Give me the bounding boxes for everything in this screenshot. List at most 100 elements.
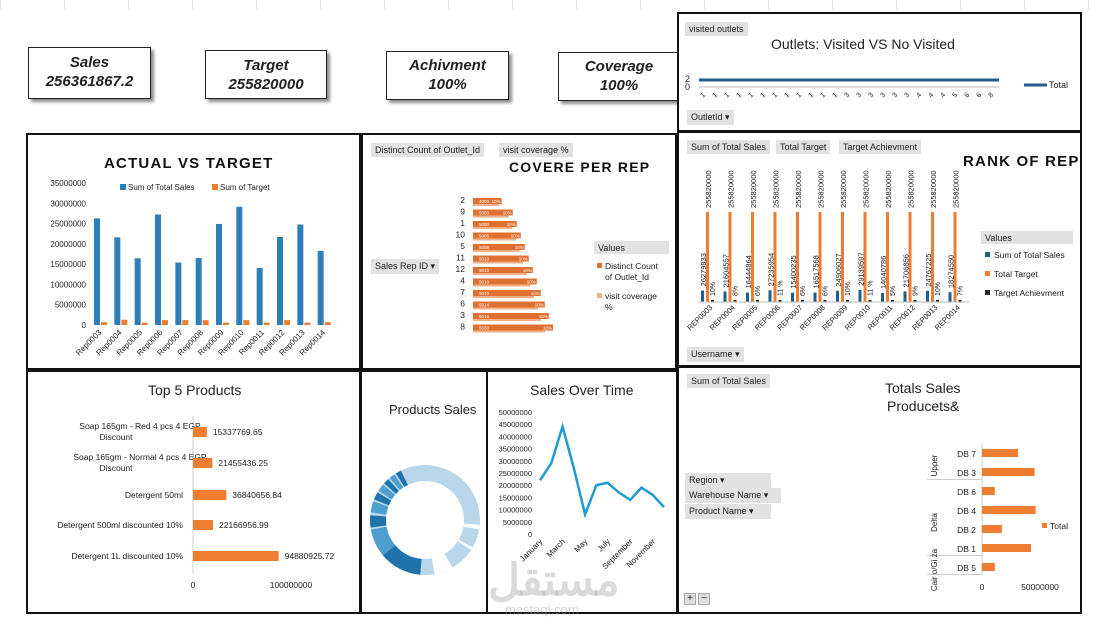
expand-button[interactable]: + [684, 593, 696, 605]
outlets-legend-label: Total [1049, 80, 1068, 90]
outlets-xtick: 4 [939, 92, 947, 100]
top5-value-label: 15337769.65 [213, 427, 263, 437]
kpi-achivment-value: 100% [428, 76, 467, 93]
ts-category: DB 1 [957, 544, 976, 554]
ror-target-label: 255820000 [704, 170, 713, 208]
rank-sales-chip[interactable]: Sum of Total Sales [687, 140, 770, 154]
cpr-count-bar [473, 232, 521, 239]
ror-legend-target: Total Target [994, 269, 1038, 279]
products-sales-title: Products Sales [389, 402, 477, 417]
ror-sales-bar [746, 292, 749, 302]
avt-ytick: 35000000 [50, 179, 86, 188]
cpr-count-bar [473, 324, 553, 331]
totals-sales-panel: Sum of Total Sales Totals Sales Producet… [677, 366, 1082, 614]
product-name-filter[interactable]: Product Name [685, 504, 771, 519]
ror-target-label: 255820000 [907, 170, 916, 208]
cpr-legend-count-swatch [597, 263, 602, 268]
totals-sum-chip[interactable]: Sum of Total Sales [687, 374, 770, 388]
warehouse-name-filter[interactable]: Warehouse Name [685, 488, 781, 503]
top5-bar [193, 458, 213, 468]
top5-bar [193, 520, 214, 530]
cpr-coverage-bar [473, 238, 516, 241]
ror-sales-bar [723, 291, 727, 302]
cpr-count-bar [473, 313, 549, 319]
top5-category: Soap 165gm - Normal 4 pcs 4 EGP [73, 452, 207, 462]
ror-target-bar [931, 212, 934, 302]
donut-slice [370, 501, 389, 515]
avt-sales-bar [114, 237, 121, 325]
cpr-count-label: 5000 [479, 211, 490, 216]
outletid-filter[interactable]: OutletId [687, 110, 734, 125]
visit-coverage-chip[interactable]: visit coverage % [499, 143, 573, 157]
kpi-sales-value: 256361867.2 [45, 73, 134, 90]
distinct-count-chip[interactable]: Distinct Count of Outlet_Id [371, 143, 485, 157]
rank-achievment-chip[interactable]: Target Achievment [839, 140, 922, 154]
totals-sales-chart: DB 7 DB 3 Upper DB 6 DB 4 DB 2 DB 1 Delta DB 5 Ca… [927, 444, 1068, 592]
sot-ytick: 20000000 [499, 481, 532, 490]
avt-target-bar [243, 320, 250, 325]
ror-target-label: 255820000 [817, 170, 826, 208]
cpr-coverage-label: 10% [543, 326, 552, 331]
outlets-xtick: 5 [951, 92, 959, 100]
ror-sales-label: 16517568 [812, 255, 821, 288]
ts-category: DB 2 [957, 525, 976, 535]
outlets-panel: visited outlets Outlets: Visited VS No V… [677, 12, 1082, 132]
kpi-achivment: Achivment 100% [386, 51, 509, 100]
ror-sales-bar [858, 289, 862, 302]
avt-sales-bar [155, 214, 161, 325]
collapse-button[interactable]: − [698, 593, 710, 605]
ror-target-label: 255820000 [749, 170, 758, 208]
cpr-count-label: 5005 [479, 234, 490, 239]
expand-collapse[interactable]: + − [684, 593, 712, 605]
donut-slice [395, 470, 408, 487]
cpr-coverage-label: 10% [531, 291, 540, 296]
sales-over-time-panel: Sales Over Time 50000000 45000000 40000000… [486, 370, 678, 614]
ror-sales-label: 27235954 [767, 253, 776, 286]
outlets-xtick: 1 [759, 92, 767, 100]
cpr-ytick: 4 [460, 276, 465, 286]
ror-legend-title-bg [981, 231, 1073, 244]
avt-sales-bar [216, 223, 222, 325]
cpr-coverage-bar [473, 319, 542, 321]
cpr-legend-count: Distinct Count of Outlet_Id [605, 261, 659, 282]
avt-sales-bar [94, 218, 100, 325]
sot-ytick: 10000000 [499, 506, 532, 515]
avt-target-bar [263, 322, 270, 325]
top5-category: Soap 165gm - Red 4 pcs 4 EGP [79, 421, 201, 431]
ts-bar [982, 525, 1002, 533]
ror-target-label: 255820000 [727, 170, 736, 208]
ror-ach-label: 6% [823, 286, 830, 296]
ror-sales-label: 24906027 [834, 253, 843, 286]
ts-legend-swatch [1042, 523, 1047, 528]
donut-slice [370, 526, 396, 556]
ror-ach-bar [801, 300, 804, 302]
ror-sales-bar [948, 292, 952, 302]
rank-of-rep-chart: 2627983325582000010%REP00032160455725582… [685, 170, 1073, 332]
username-filter[interactable]: Username [687, 347, 744, 362]
cpr-coverage-label: 10% [527, 280, 536, 285]
ts-category: DB 5 [957, 563, 976, 573]
ror-ach-bar [756, 300, 759, 302]
donut-slice [374, 492, 392, 506]
cpr-ytick: 1 [460, 218, 465, 228]
sot-xtick: May [572, 537, 589, 554]
ror-sales-bar [768, 290, 772, 302]
top5-value-label: 36840656.84 [232, 490, 282, 500]
ror-sales-bar [926, 290, 929, 302]
ts-bar [982, 506, 1036, 514]
ror-legend-title: Values [985, 233, 1012, 243]
ts-group-label: Upper [930, 454, 939, 476]
avt-ytick: 0 [82, 321, 87, 330]
visited-outlets-chip[interactable]: visited outlets [685, 22, 748, 36]
sales-rep-id-filter[interactable]: Sales Rep ID [371, 259, 440, 274]
cpr-count-label: 5010 [479, 268, 490, 273]
ts-bar [982, 468, 1035, 476]
rank-target-chip[interactable]: Total Target [776, 140, 831, 154]
ror-target-label: 255820000 [952, 170, 961, 208]
cpr-coverage-bar [473, 330, 545, 333]
region-filter[interactable]: Region [685, 473, 771, 488]
ts-category: DB 3 [957, 468, 976, 478]
avt-sales-bar [134, 258, 141, 325]
